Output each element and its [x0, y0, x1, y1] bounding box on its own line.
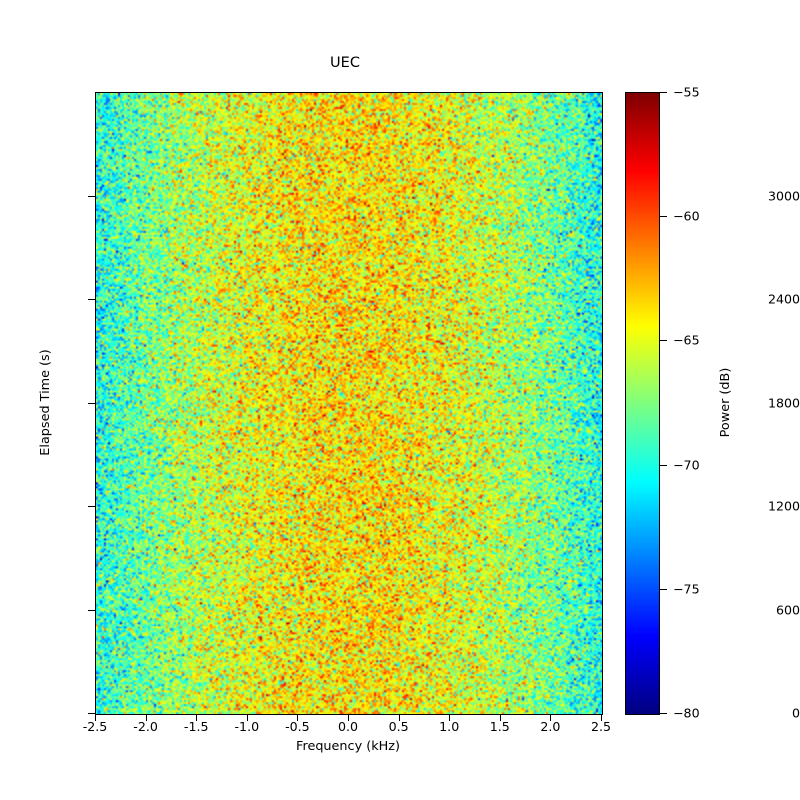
colorbar-tick-mark	[660, 713, 667, 714]
x-tick-label: -2.5	[82, 719, 108, 734]
x-tick-label: -0.5	[285, 719, 310, 734]
x-tick-mark	[348, 714, 349, 721]
colorbar-tick-label: −60	[673, 208, 700, 224]
x-tick-label: -1.0	[234, 719, 260, 734]
y-tick-mark	[88, 195, 95, 197]
y-tick-label: 1800	[767, 395, 800, 410]
colorbar-tick-label: −80	[673, 705, 700, 721]
x-tick-mark	[246, 714, 248, 721]
x-axis-label: Frequency (kHz)	[296, 739, 400, 754]
colorbar-tick-label: −55	[673, 84, 700, 100]
x-tick-label: 1.5	[489, 719, 510, 734]
x-tick-label: 0.5	[388, 719, 409, 734]
y-tick-mark	[88, 299, 95, 300]
x-tick-label: 2.0	[540, 719, 561, 734]
x-tick-label: 1.0	[439, 719, 460, 734]
y-tick-mark	[88, 713, 95, 714]
spectrogram-plot-area	[95, 92, 603, 715]
y-tick-label: 2400	[767, 291, 800, 307]
title-line-station: UEC	[330, 54, 360, 71]
x-tick-mark	[196, 714, 198, 721]
y-axis-label: Elapsed Time (s)	[38, 349, 53, 456]
x-tick-label: 0.0	[337, 719, 359, 734]
colorbar-tick-mark	[660, 340, 667, 342]
y-tick-mark	[88, 506, 95, 507]
y-tick-label: 0	[791, 705, 800, 721]
colorbar-tick-mark	[660, 216, 667, 218]
y-tick-label: 3000	[767, 188, 800, 203]
colorbar-tick-mark	[660, 92, 667, 93]
colorbar-tick-mark	[660, 464, 667, 466]
x-tick-label: -1.5	[183, 719, 209, 734]
x-tick-mark	[297, 714, 299, 721]
y-tick-label: 600	[775, 602, 800, 617]
colorbar-tick-label: −65	[673, 332, 700, 348]
colorbar-tick-label: −75	[673, 581, 700, 597]
colorbar-tick-mark	[660, 588, 667, 590]
x-tick-mark	[95, 714, 96, 721]
x-tick-mark	[550, 714, 552, 721]
x-tick-mark	[499, 714, 501, 721]
x-tick-mark	[398, 714, 400, 721]
x-tick-mark	[601, 714, 602, 721]
colorbar-label: Power (dB)	[718, 367, 733, 438]
y-tick-label: 1200	[767, 498, 800, 514]
spectrogram-image	[96, 93, 602, 714]
colorbar	[625, 92, 660, 715]
x-tick-mark	[145, 714, 147, 721]
colorbar-tick-label: −70	[673, 457, 700, 473]
x-tick-label: 2.5	[590, 719, 612, 734]
x-tick-label: -2.0	[133, 719, 158, 734]
y-tick-mark	[88, 402, 95, 404]
colorbar-gradient	[626, 93, 659, 714]
y-tick-mark	[88, 609, 95, 611]
x-tick-mark	[449, 714, 451, 721]
